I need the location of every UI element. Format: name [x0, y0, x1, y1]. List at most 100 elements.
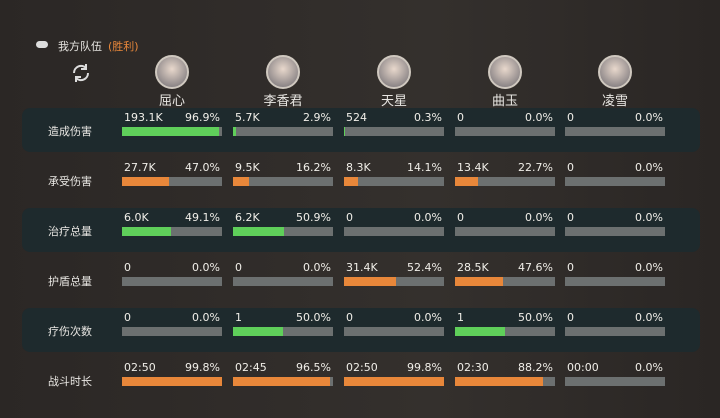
refresh-icon[interactable]: [70, 62, 92, 84]
bar-track: [455, 177, 555, 186]
cell-percent: 0.0%: [414, 311, 442, 324]
bar: [233, 227, 284, 236]
cell-percent: 0.0%: [525, 111, 553, 124]
avatar: [377, 55, 411, 89]
cell-value: 5.7K: [235, 111, 260, 124]
cell-percent: 52.4%: [407, 261, 442, 274]
cell-value: 0: [346, 211, 353, 224]
bar-track: [344, 127, 444, 136]
bar-track: [233, 127, 333, 136]
bar-track: [344, 277, 444, 286]
bar-track: [233, 327, 333, 336]
bar: [455, 277, 503, 286]
bar-track: [122, 277, 222, 286]
cell-percent: 0.0%: [192, 261, 220, 274]
cell-percent: 99.8%: [407, 361, 442, 374]
bar-track: [122, 327, 222, 336]
cell-percent: 0.0%: [635, 261, 663, 274]
cell-percent: 0.0%: [635, 211, 663, 224]
bar-track: [565, 127, 665, 136]
cell-percent: 0.0%: [635, 361, 663, 374]
cell-value: 0: [567, 261, 574, 274]
bar: [233, 327, 283, 336]
bar: [233, 177, 250, 186]
cell-percent: 0.0%: [635, 111, 663, 124]
cell-value: 0: [567, 211, 574, 224]
cell-percent: 50.0%: [296, 311, 331, 324]
cell-percent: 0.0%: [525, 211, 553, 224]
bar-track: [344, 227, 444, 236]
bar: [122, 377, 222, 386]
cell-value: 6.2K: [235, 211, 260, 224]
row-label: 战斗时长: [48, 375, 92, 388]
character-name: 李香君: [263, 94, 303, 109]
cell-percent: 99.8%: [185, 361, 220, 374]
character-name: 曲玉: [491, 94, 518, 109]
bar-track: [233, 177, 333, 186]
cell-percent: 47.6%: [518, 261, 553, 274]
avatar: [266, 55, 300, 89]
cell-value: 31.4K: [346, 261, 378, 274]
bar-track: [455, 277, 555, 286]
cell-percent: 88.2%: [518, 361, 553, 374]
bar-track: [565, 377, 665, 386]
bar-track: [233, 227, 333, 236]
cell-percent: 2.9%: [303, 111, 331, 124]
bar: [122, 177, 169, 186]
cell-percent: 47.0%: [185, 161, 220, 174]
bar-track: [565, 177, 665, 186]
cell-value: 28.5K: [457, 261, 489, 274]
team-title: 我方队伍: [58, 40, 102, 53]
cell-value: 0: [346, 311, 353, 324]
bar: [233, 377, 330, 386]
bar-track: [122, 377, 222, 386]
row-label: 承受伤害: [48, 175, 92, 188]
cell-value: 9.5K: [235, 161, 260, 174]
bar: [122, 127, 219, 136]
row-label: 疗伤次数: [48, 325, 92, 338]
bar-track: [455, 327, 555, 336]
bar: [344, 377, 444, 386]
bar: [344, 177, 359, 186]
cell-percent: 22.7%: [518, 161, 553, 174]
cell-percent: 50.9%: [296, 211, 331, 224]
bar-track: [122, 227, 222, 236]
row-label: 造成伤害: [48, 125, 92, 138]
bar-track: [565, 227, 665, 236]
cell-value: 02:30: [457, 361, 489, 374]
character-name: 凌雪: [601, 94, 628, 109]
bar: [455, 177, 478, 186]
bar-track: [565, 327, 665, 336]
cell-value: 0: [567, 111, 574, 124]
cell-value: 6.0K: [124, 211, 149, 224]
cell-value: 0: [235, 261, 242, 274]
character-name: 屈心: [158, 94, 185, 109]
cell-value: 27.7K: [124, 161, 156, 174]
cell-value: 1: [457, 311, 464, 324]
cell-percent: 96.5%: [296, 361, 331, 374]
cell-percent: 49.1%: [185, 211, 220, 224]
cell-value: 0: [124, 261, 131, 274]
cell-value: 1: [235, 311, 242, 324]
bar-track: [565, 277, 665, 286]
bar: [344, 277, 397, 286]
bar: [455, 327, 505, 336]
cell-percent: 0.0%: [303, 261, 331, 274]
bar-track: [233, 277, 333, 286]
bar-track: [344, 377, 444, 386]
bar: [122, 227, 172, 236]
bar-track: [122, 127, 222, 136]
cell-percent: 0.0%: [635, 311, 663, 324]
cell-percent: 0.0%: [635, 161, 663, 174]
bar-track: [455, 127, 555, 136]
cell-value: 8.3K: [346, 161, 371, 174]
row-label: 护盾总量: [48, 275, 92, 288]
avatar: [598, 55, 632, 89]
bar: [455, 377, 544, 386]
bar-track: [455, 377, 555, 386]
bar-track: [344, 177, 444, 186]
bar-track: [122, 177, 222, 186]
toggle-icon[interactable]: [36, 41, 48, 48]
cell-value: 00:00: [567, 361, 599, 374]
